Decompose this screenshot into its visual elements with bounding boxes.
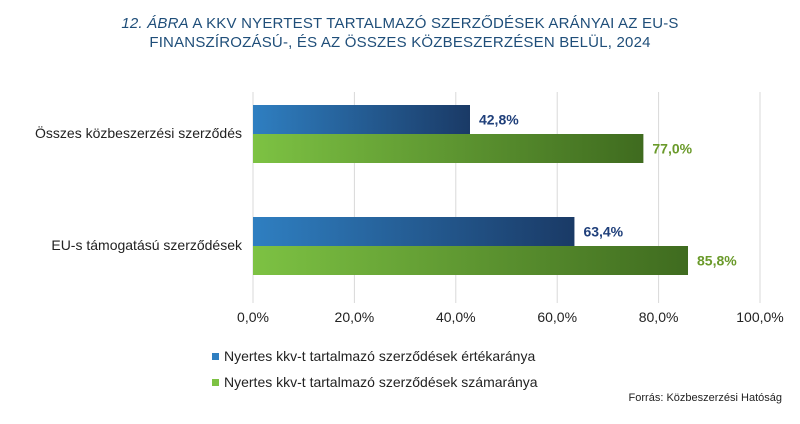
legend-label: Nyertes kkv-t tartalmazó szerződések ért… — [224, 348, 536, 364]
source-note: Forrás: Közbeszerzési Hatóság — [628, 392, 782, 404]
x-tick-label: 20,0% — [335, 309, 375, 325]
legend-item-value-share: Nyertes kkv-t tartalmazó szerződések ért… — [212, 343, 538, 369]
category-label: Összes közbeszerzési szerződés — [35, 124, 242, 141]
legend: Nyertes kkv-t tartalmazó szerződések ért… — [212, 343, 538, 395]
x-tick-label: 80,0% — [639, 309, 679, 325]
figure-number: 12. ÁBRA — [121, 15, 189, 32]
bar-value-share — [253, 105, 470, 134]
x-tick-label: 40,0% — [436, 309, 476, 325]
legend-swatch-green — [212, 378, 219, 386]
x-tick-label: 100,0% — [736, 309, 783, 325]
bar-value-share — [253, 217, 575, 246]
bar-count-share — [253, 134, 644, 163]
title-line2: FINANSZÍROZÁSÚ-, ÉS AZ ÖSSZES KÖZBESZERZ… — [149, 34, 651, 51]
bar-count-share — [253, 246, 689, 275]
data-label: 85,8% — [697, 253, 737, 269]
legend-swatch-blue — [212, 352, 219, 360]
x-tick-label: 60,0% — [537, 309, 577, 325]
legend-item-count-share: Nyertes kkv-t tartalmazó szerződések szá… — [212, 369, 538, 395]
bar-chart: 0,0% 20,0% 40,0% 60,0% 80,0% 100,0% Összes kö… — [35, 92, 784, 325]
title-line1: A KKV NYERTEST TARTALMAZÓ SZERZŐDÉSEK AR… — [188, 15, 679, 32]
chart-title: 12. ÁBRA A KKV NYERTEST TARTALMAZÓ SZERZ… — [0, 14, 800, 52]
data-label: 42,8% — [479, 112, 519, 128]
legend-label: Nyertes kkv-t tartalmazó szerződések szá… — [224, 374, 538, 390]
x-tick-label: 0,0% — [237, 309, 269, 325]
data-label: 77,0% — [652, 141, 692, 157]
data-label: 63,4% — [583, 224, 623, 240]
category-label: EU-s támogatású szerződések — [51, 237, 243, 253]
